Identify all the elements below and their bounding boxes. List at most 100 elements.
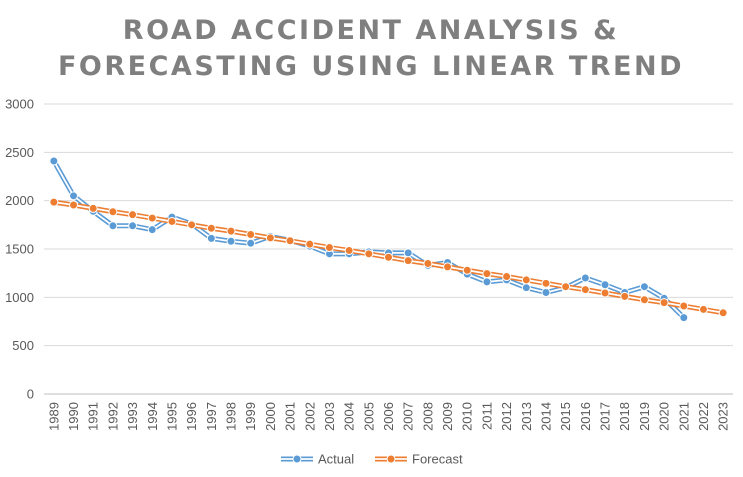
data-point — [344, 245, 354, 255]
data-point — [49, 156, 59, 166]
x-tick-label: 1990 — [66, 402, 81, 431]
data-point — [69, 191, 79, 201]
gridlines — [44, 103, 733, 395]
x-tick-label: 2000 — [263, 402, 278, 431]
data-point — [698, 304, 708, 314]
chart-title-line-1: ROAD ACCIDENT ANALYSIS & — [123, 15, 619, 46]
legend-label: Actual — [318, 452, 354, 467]
y-tick-label: 3000 — [5, 97, 34, 112]
x-tick-label: 2017 — [598, 402, 613, 431]
data-point — [639, 295, 649, 305]
chart-title-line-2: FORECASTING USING LINEAR TREND — [58, 51, 684, 82]
legend-marker — [386, 454, 396, 464]
data-point — [384, 252, 393, 262]
legend-item-forecast: Forecast — [375, 452, 463, 467]
data-point — [403, 256, 413, 266]
data-point — [580, 285, 590, 295]
x-tick-label: 1998 — [224, 402, 239, 431]
data-point — [108, 207, 118, 217]
data-point — [639, 282, 649, 292]
x-tick-label: 1996 — [184, 402, 199, 431]
data-point — [128, 210, 138, 220]
x-axis-ticks: 1989 1990 1991 1992 1993 1994 1995 1996 1997 1998… — [46, 402, 730, 431]
x-tick-label: 1989 — [46, 402, 61, 431]
y-tick-label: 1500 — [5, 242, 34, 257]
data-point — [206, 233, 216, 243]
data-point — [167, 216, 177, 226]
data-point — [128, 221, 138, 231]
x-tick-label: 1997 — [204, 402, 219, 431]
data-point — [620, 291, 630, 301]
x-tick-label: 2020 — [657, 402, 672, 431]
data-point — [206, 223, 216, 233]
data-point — [541, 278, 551, 288]
x-tick-label: 1993 — [125, 402, 140, 431]
data-point — [226, 226, 236, 236]
x-tick-label: 2008 — [420, 402, 435, 431]
data-point — [108, 221, 118, 231]
data-point — [482, 269, 492, 279]
legend-item-actual: Actual — [281, 452, 354, 467]
series-line-outer — [51, 159, 686, 320]
legend-marker — [292, 454, 302, 464]
y-tick-label: 2000 — [5, 193, 34, 208]
x-tick-label: 2010 — [460, 402, 475, 431]
y-tick-label: 1000 — [5, 290, 34, 305]
x-tick-label: 1991 — [86, 402, 101, 431]
x-tick-label: 2002 — [302, 402, 317, 431]
data-point — [521, 283, 531, 293]
y-axis-ticks: 0 500 1000 1500 2000 2500 3000 — [5, 97, 34, 402]
data-point — [600, 280, 610, 290]
x-tick-label: 2019 — [637, 402, 652, 431]
data-point — [502, 272, 512, 282]
data-point — [443, 262, 453, 272]
data-point — [541, 288, 551, 297]
data-point — [69, 200, 79, 210]
x-tick-label: 2016 — [578, 402, 593, 431]
legend: Actual Forecast — [281, 452, 463, 467]
legend-label: Forecast — [412, 452, 463, 467]
x-tick-label: 2006 — [381, 402, 396, 431]
data-point — [561, 282, 571, 292]
x-tick-label: 2013 — [519, 402, 534, 431]
x-tick-label: 2009 — [440, 402, 455, 431]
y-tick-label: 2500 — [5, 145, 34, 160]
series-forecast — [49, 197, 728, 318]
data-point — [364, 249, 374, 259]
data-point — [246, 238, 256, 248]
data-point — [679, 313, 689, 323]
x-tick-label: 2007 — [401, 402, 416, 431]
data-point — [265, 233, 275, 243]
data-point — [423, 259, 433, 268]
data-point — [580, 273, 590, 283]
data-point — [718, 308, 728, 318]
data-point — [246, 230, 256, 239]
x-tick-label: 2005 — [361, 402, 376, 431]
series-group — [49, 156, 728, 323]
x-tick-label: 1994 — [145, 402, 160, 431]
x-tick-label: 2015 — [558, 402, 573, 431]
data-point — [147, 225, 157, 235]
y-tick-label: 500 — [12, 338, 34, 353]
x-tick-label: 1999 — [243, 402, 258, 431]
data-point — [521, 275, 531, 285]
data-point — [88, 203, 98, 213]
y-tick-label: 0 — [27, 387, 34, 402]
x-tick-label: 2021 — [676, 402, 691, 431]
series-line-inner — [53, 160, 685, 319]
data-point — [324, 243, 334, 253]
x-tick-label: 2012 — [499, 402, 514, 431]
x-tick-label: 2001 — [283, 402, 298, 431]
x-tick-label: 2022 — [696, 402, 711, 431]
x-tick-label: 1992 — [105, 402, 120, 431]
x-tick-label: 1995 — [164, 402, 179, 431]
data-point — [49, 197, 59, 207]
data-point — [226, 236, 236, 246]
data-point — [403, 248, 413, 258]
data-point — [187, 220, 197, 230]
x-tick-label: 2003 — [322, 402, 337, 431]
data-point — [659, 298, 669, 308]
x-tick-label: 2011 — [479, 402, 494, 430]
